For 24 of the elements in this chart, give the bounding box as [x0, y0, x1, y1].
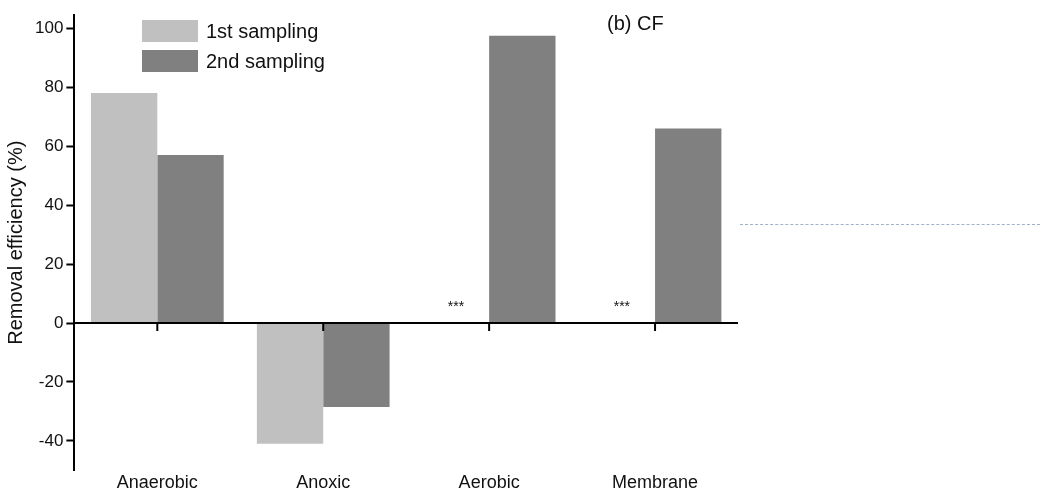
y-axis-title: Removal efficiency (%) [3, 140, 26, 345]
legend-label: 2nd sampling [206, 49, 325, 73]
x-tick-label: Membrane [612, 472, 699, 493]
y-tick-label: 20 [44, 253, 64, 273]
bar [90, 93, 158, 323]
bar [655, 128, 722, 323]
bar [157, 155, 224, 323]
annotation: *** [447, 298, 465, 315]
x-tick-label: Aerobic [458, 472, 520, 493]
bar [323, 323, 390, 408]
x-tick-label: Anoxic [296, 472, 351, 493]
annotation: *** [613, 298, 631, 315]
y-tick-label: -20 [38, 371, 64, 391]
y-tick-label: 80 [44, 76, 64, 96]
y-tick-label: -40 [38, 430, 64, 450]
y-tick-label: 0 [53, 312, 64, 332]
bar [256, 323, 324, 444]
legend-label: 1st sampling [206, 19, 319, 43]
y-tick-label: 100 [34, 17, 64, 37]
bar [489, 35, 556, 323]
annotation: (b) CF [607, 12, 664, 35]
y-tick-label: 40 [44, 194, 64, 214]
x-tick-label: Anaerobic [116, 472, 198, 493]
y-tick-label: 60 [44, 135, 64, 155]
